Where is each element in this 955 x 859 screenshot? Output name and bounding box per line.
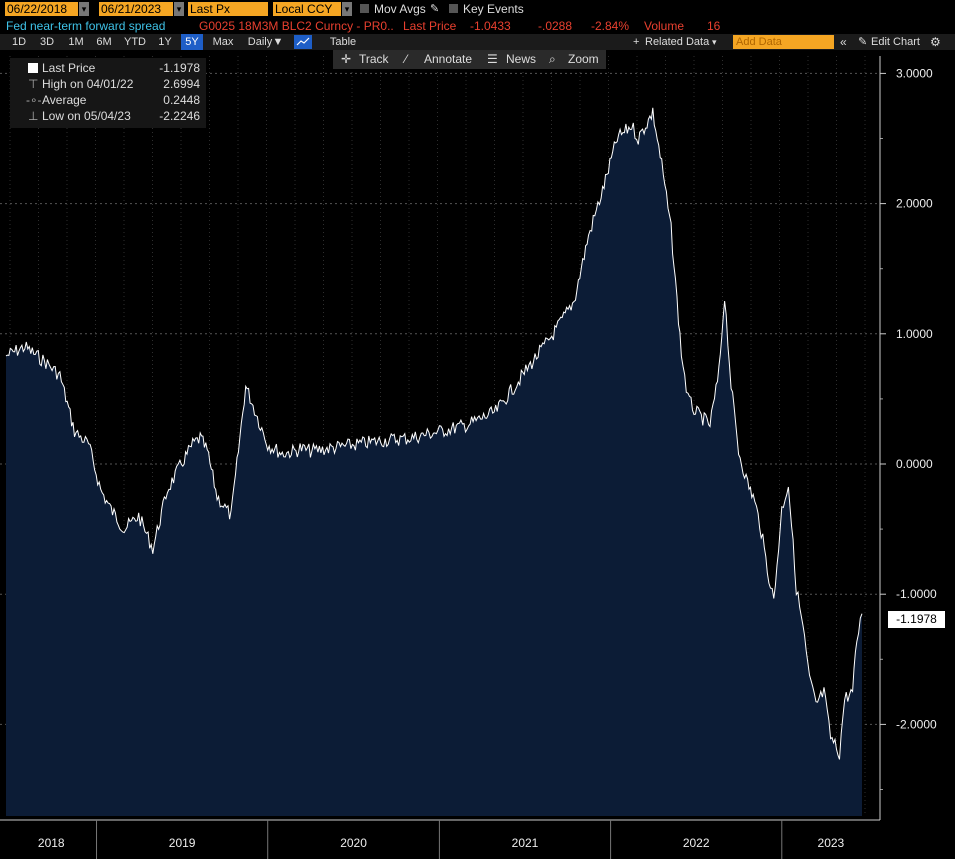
x-axis: 2018 2019 2020 2021 2022 2023 [0,819,955,859]
legend-average: -∘- Average 0.2448 [10,92,206,108]
chart-legend: Last Price -1.1978 ⊤ High on 04/01/22 2.… [10,58,206,128]
volume-value: 16 [707,19,721,33]
legend-value: 0.2448 [163,93,200,107]
related-data-button[interactable]: Related Data [645,36,710,48]
track-button[interactable]: Track [359,52,389,66]
mov-avgs-label[interactable]: Mov Avgs [374,2,426,16]
tf-ytd[interactable]: YTD [124,36,146,48]
x-axis-band [0,820,955,859]
volume-label: Volume [644,19,685,33]
series-line [5,107,863,760]
edit-pencil-icon[interactable]: ✎ [858,36,868,48]
chart-tools-bar: ✛ Track ⁄ Annotate ☰ News ⌕ Zoom [333,50,606,69]
last-price-value: -1.0433 [470,19,511,33]
legend-swatch [28,63,38,73]
legend-value: 2.6994 [163,77,200,91]
key-events-label[interactable]: Key Events [463,2,524,16]
legend-value: -2.2246 [159,109,200,123]
table-button[interactable]: Table [329,36,357,48]
security-header: Fed near-term forward spread G0025 18M3M… [0,18,955,34]
tf-3d[interactable]: 3D [39,36,55,48]
news-icon[interactable]: ☰ [487,52,498,66]
legend-high: ⊤ High on 04/01/22 2.6994 [10,76,206,92]
mov-avgs-checkbox[interactable] [360,4,369,13]
tf-1m[interactable]: 1M [68,36,84,48]
price-field-select[interactable]: Last Px [188,2,268,16]
legend-last-price: Last Price -1.1978 [10,60,206,76]
frequency-select[interactable]: Daily [247,36,273,48]
x-tick-label: 2019 [169,836,196,850]
legend-label: Last Price [42,61,96,75]
y-axis: 3.0000 2.0000 1.0000 0.0000 -1.0000 -2.0000 [879,56,937,820]
date-from-picker-icon[interactable]: ▾ [79,2,89,16]
change-pct: -2.84% [591,19,630,33]
timeframe-bar: 1D 3D 1M 6M YTD 1Y 5Y Max Daily ▼ Table … [0,34,955,50]
tf-5y[interactable]: 5Y [181,34,203,50]
y-tick-label: -2.0000 [896,717,937,731]
tf-6m[interactable]: 6M [96,36,112,48]
legend-label: Average [42,93,87,107]
frequency-dropdown-icon[interactable]: ▼ [272,36,284,48]
tf-1d[interactable]: 1D [11,36,27,48]
y-tick-label: 0.0000 [896,457,933,471]
toolbar-row-1: 06/22/2018 ▾ 06/21/2023 ▾ Last Px Local … [0,0,955,18]
legend-value: -1.1978 [159,61,200,75]
y-tick-label: 2.0000 [896,197,933,211]
line-chart-icon[interactable] [294,35,312,49]
legend-label: High on 04/01/22 [42,77,134,91]
x-tick-label: 2023 [818,836,845,850]
x-tick-label: 2022 [683,836,710,850]
tf-max[interactable]: Max [212,36,234,48]
legend-label: Low on 05/04/23 [42,109,131,123]
change-value: -.0288 [538,19,573,33]
high-marker-icon: ⊤ [28,77,39,91]
annotate-button[interactable]: Annotate [424,52,473,66]
y-tick-label: 3.0000 [896,66,933,80]
edit-chart-button[interactable]: Edit Chart [871,36,920,48]
add-data-input[interactable]: Add Data [733,35,834,49]
currency-dropdown-icon[interactable]: ▾ [342,2,352,16]
chart-title: Fed near-term forward spread [6,19,166,33]
pencil-icon[interactable]: ✎ [430,3,440,15]
collapse-icon[interactable]: « [840,35,847,49]
average-marker-icon: -∘- [26,93,42,107]
low-marker-icon: ⊥ [28,109,39,123]
tf-1y[interactable]: 1Y [158,36,172,48]
x-tick-label: 2018 [38,836,65,850]
date-from-field[interactable]: 06/22/2018 [5,2,78,16]
news-button[interactable]: News [506,52,537,66]
zoom-icon[interactable]: ⌕ [549,52,556,66]
annotate-icon[interactable]: ⁄ [405,52,408,66]
date-to-picker-icon[interactable]: ▾ [174,2,184,16]
zoom-button[interactable]: Zoom [568,52,599,66]
related-data-dropdown-icon[interactable]: ▾ [712,37,717,47]
plus-icon[interactable]: + [633,36,640,48]
y-tick-label: 1.0000 [896,327,933,341]
currency-select[interactable]: Local CCY [273,2,341,16]
last-price-label: Last Price [403,19,457,33]
key-events-checkbox[interactable] [449,4,458,13]
gear-icon[interactable]: ⚙ [930,35,941,49]
crosshair-icon[interactable]: ✛ [341,52,352,66]
date-to-field[interactable]: 06/21/2023 [99,2,173,16]
x-tick-label: 2021 [512,836,539,850]
series-area [6,107,862,817]
last-value-label: -1.1978 [888,611,945,628]
x-tick-label: 2020 [340,836,367,850]
y-tick-label: -1.0000 [896,587,937,601]
ticker: G0025 18M3M BLC2 Curncy - PR0.. [199,19,394,33]
legend-low: ⊥ Low on 05/04/23 -2.2246 [10,108,206,124]
